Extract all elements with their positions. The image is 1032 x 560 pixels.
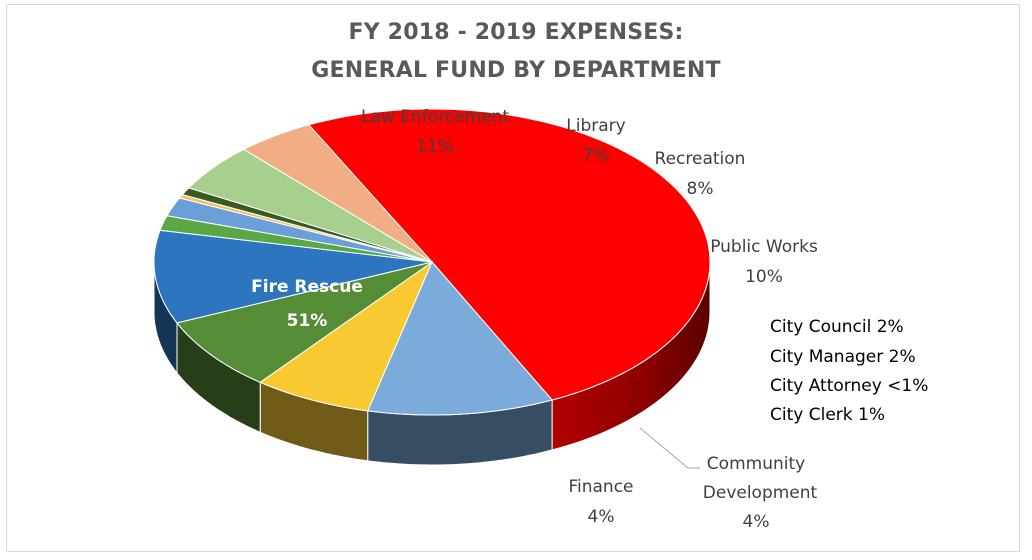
label-fire-rescue-name: Fire Rescue [251, 277, 363, 297]
legend-city-attorney: City Attorney <1% [770, 376, 928, 396]
label-finance-pct: 4% [588, 507, 615, 527]
label-law-enforcement-name: Law Enforcement [361, 107, 509, 127]
label-public-works-name: Public Works [710, 237, 818, 257]
label-law-enforcement-pct: 11% [416, 137, 454, 157]
label-recreation-name: Recreation [655, 149, 746, 169]
pie-slice-community-development [187, 148, 433, 263]
chart-title-line-2: GENERAL FUND BY DEPARTMENT [311, 58, 721, 83]
label-community-development-name-2: Development [703, 483, 818, 503]
label-fire-rescue-pct: 51% [287, 311, 328, 331]
pie-slice-library [259, 260, 434, 412]
pie-slice-finance [242, 124, 433, 263]
pie-slice-recreation [176, 261, 433, 383]
pie-slice-public-works [153, 229, 433, 324]
leader-line-community-development [639, 427, 700, 469]
label-finance-name: Finance [568, 477, 633, 497]
label-community-development-name-1: Community [707, 454, 805, 474]
pie-slice-city-manager [166, 197, 433, 263]
legend-city-council: City Council 2% [770, 317, 904, 337]
label-community-development-pct: 4% [743, 512, 770, 532]
label-public-works-pct: 10% [745, 267, 783, 287]
pie-slice-law-enforcement [366, 261, 554, 416]
legend-city-manager: City Manager 2% [770, 347, 916, 367]
label-library-pct: 7% [583, 146, 610, 166]
label-recreation-pct: 8% [687, 179, 714, 199]
pie-slice-fire-rescue [307, 108, 711, 401]
chart-title-line-1: FY 2018 - 2019 EXPENSES: [348, 20, 684, 45]
label-library-name: Library [566, 116, 625, 136]
legend-city-clerk: City Clerk 1% [770, 405, 885, 425]
